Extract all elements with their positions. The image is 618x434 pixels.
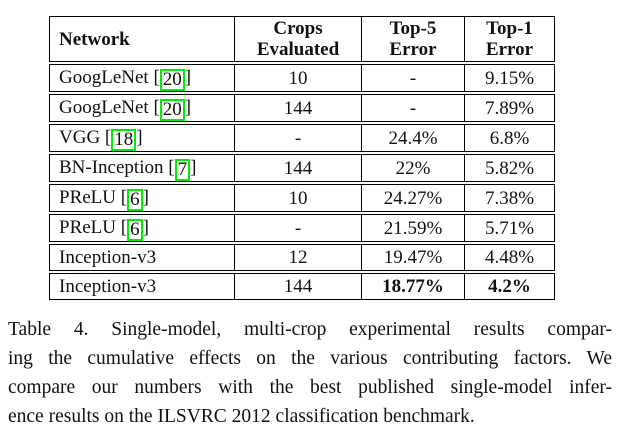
top5-error-cell: 18.77%: [362, 273, 465, 300]
top1-error-cell: 7.89%: [465, 94, 555, 122]
caption-line: Table 4. Single-model, multi-crop experi…: [8, 319, 612, 340]
network-name: Inception-v3: [59, 247, 157, 268]
crops-evaluated-cell: -: [235, 124, 362, 152]
table-row: Inception-v3 12 19.47% 4.48%: [49, 244, 555, 271]
top1-error-cell: 5.71%: [465, 214, 555, 242]
table-row: PReLU [6] 10 24.27% 7.38%: [49, 184, 555, 212]
column-header-line: Top-5: [389, 18, 437, 39]
top5-error-cell: 24.4%: [362, 124, 465, 152]
top1-error-cell: 4.2%: [465, 273, 555, 300]
crops-evaluated-cell: -: [235, 214, 362, 242]
table-row: BN-Inception [7] 144 22% 5.82%: [49, 154, 555, 182]
top5-error-cell: -: [362, 94, 465, 122]
network-name: GoogLeNet: [59, 67, 149, 88]
caption-line: ence results on the ILSVRC 2012 classifi…: [8, 406, 475, 427]
table-row: Inception-v3 144 18.77% 4.2%: [49, 273, 555, 300]
crops-evaluated-cell: 144: [235, 273, 362, 300]
column-header-network: Network: [49, 16, 235, 62]
results-table-body: GoogLeNet [20] 10-9.15% GoogLeNet [20] 144-…: [49, 64, 555, 300]
caption-line: ing the cumulative effects on the variou…: [8, 348, 612, 369]
column-header-top1: Top-1 Error: [465, 16, 555, 62]
column-header-line: Network: [59, 28, 130, 50]
results-table: Network Crops Evaluated Top-5 Error Top-1 Erro…: [49, 14, 555, 302]
caption-line: compare our numbers with the best publis…: [8, 377, 612, 398]
header-row: Network Crops Evaluated Top-5 Error Top-1 Erro…: [49, 16, 555, 62]
top5-error-cell: 22%: [362, 154, 465, 182]
network-name: PReLU: [59, 187, 116, 208]
crops-evaluated-cell: 144: [235, 154, 362, 182]
citation-link-box[interactable]: 7: [174, 159, 191, 181]
column-header-line: Top-1: [486, 18, 533, 39]
top5-error-cell: 19.47%: [362, 244, 465, 271]
network-cell: PReLU [6]: [49, 184, 235, 212]
crops-evaluated-cell: 10: [235, 64, 362, 92]
network-name: Inception-v3: [59, 276, 157, 297]
network-name: VGG: [59, 127, 101, 148]
network-name: GoogLeNet: [59, 97, 149, 118]
crops-evaluated-cell: 12: [235, 244, 362, 271]
citation-link-box[interactable]: 6: [127, 219, 143, 241]
crops-evaluated-cell: 144: [235, 94, 362, 122]
network-cell: BN-Inception [7]: [49, 154, 235, 182]
table-row: VGG [18] -24.4% 6.8%: [49, 124, 555, 152]
table-caption: Table 4. Single-model, multi-crop experi…: [8, 315, 612, 431]
column-header-crops: Crops Evaluated: [235, 16, 362, 62]
citation-link-box[interactable]: 18: [111, 129, 137, 151]
top1-error-cell: 7.38%: [465, 184, 555, 212]
network-cell: Inception-v3: [49, 273, 235, 300]
top1-error-cell: 5.82%: [465, 154, 555, 182]
citation-link-box[interactable]: 20: [159, 69, 185, 91]
table-row: GoogLeNet [20] 10-9.15%: [49, 64, 555, 92]
network-cell: Inception-v3: [49, 244, 235, 271]
column-header-line: Error: [389, 39, 437, 60]
table-row: GoogLeNet [20] 144-7.89%: [49, 94, 555, 122]
citation-link-box[interactable]: 20: [159, 99, 185, 121]
top1-error-cell: 9.15%: [465, 64, 555, 92]
column-header-top5: Top-5 Error: [362, 16, 465, 62]
results-table-header: Network Crops Evaluated Top-5 Error Top-1 Erro…: [49, 16, 555, 62]
crops-evaluated-cell: 10: [235, 184, 362, 212]
top5-error-cell: 24.27%: [362, 184, 465, 212]
column-header-line: Error: [485, 39, 534, 60]
column-header-line: Crops: [273, 18, 323, 39]
column-header-line: Evaluated: [256, 39, 340, 60]
table-row: PReLU [6] -21.59% 5.71%: [49, 214, 555, 242]
top1-error-cell: 6.8%: [465, 124, 555, 152]
network-cell: VGG [18]: [49, 124, 235, 152]
network-name: BN-Inception: [59, 157, 164, 178]
citation-link-box[interactable]: 6: [127, 189, 143, 211]
top5-error-cell: 21.59%: [362, 214, 465, 242]
network-name: PReLU: [59, 217, 116, 238]
network-cell: GoogLeNet [20]: [49, 64, 235, 92]
network-cell: GoogLeNet [20]: [49, 94, 235, 122]
network-cell: PReLU [6]: [49, 214, 235, 242]
top1-error-cell: 4.48%: [465, 244, 555, 271]
top5-error-cell: -: [362, 64, 465, 92]
